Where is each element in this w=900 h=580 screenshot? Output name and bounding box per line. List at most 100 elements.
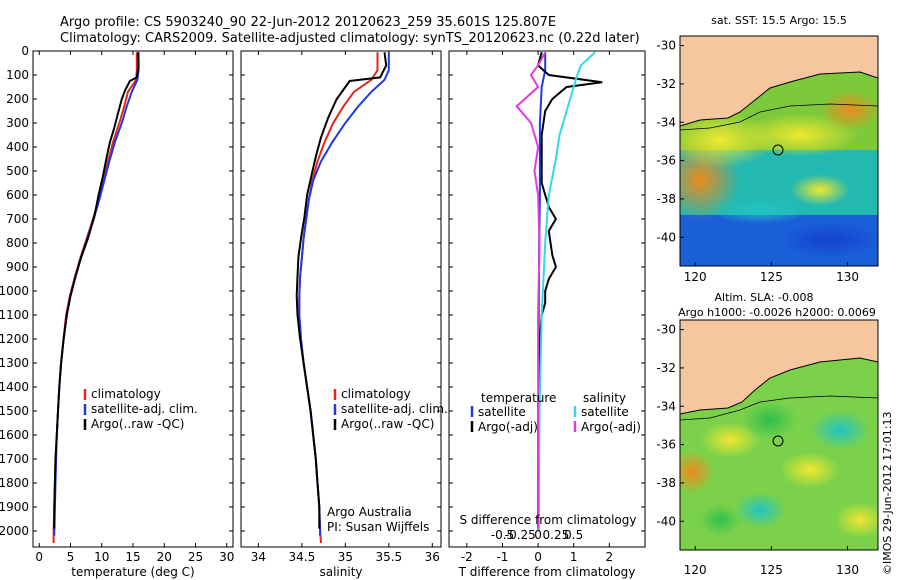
- diff-x-tick-label: 0: [534, 550, 542, 564]
- y-tick-label: 1800: [0, 476, 29, 490]
- y-tick-label: 1600: [0, 428, 29, 442]
- map-x-tick-label: 130: [836, 563, 859, 577]
- y-tick-label: 2000: [0, 524, 29, 538]
- y-tick-label: 600: [6, 188, 29, 202]
- series-line-t-argo-adj-: [536, 51, 603, 529]
- temp-x-axis-label: temperature (deg C): [71, 565, 194, 579]
- map-x-tick-label: 120: [684, 563, 707, 577]
- diff-x-tick-label: 2: [606, 550, 614, 564]
- temp-x-tick-label: 0: [35, 550, 43, 564]
- diff-x-tick-label: 1: [570, 550, 578, 564]
- series-line-argo-raw-qc-: [295, 52, 388, 529]
- map-x-tick-label: 125: [760, 270, 783, 284]
- map-y-tick-label: -38: [656, 192, 676, 206]
- diff-s-tick-label: -0.5: [491, 528, 514, 542]
- temp-axes-frame: [32, 50, 234, 548]
- map-x-tick-label: 120: [684, 270, 707, 284]
- legend-salinity-heading: salinity: [583, 391, 626, 405]
- sla-map-field: [680, 320, 878, 550]
- legend-label: Argo(..raw -QC): [341, 417, 434, 431]
- diff-x-axis-label: T difference from climatology: [458, 565, 636, 579]
- map-y-tick-label: -40: [656, 230, 676, 244]
- map-y-tick-label: -30: [656, 39, 676, 53]
- legend-label: satellite-adj. clim.: [341, 402, 448, 416]
- y-tick-label: 1500: [0, 404, 29, 418]
- y-tick-label: 100: [6, 68, 29, 82]
- figure-title-line2: Climatology: CARS2009. Satellite-adjuste…: [60, 31, 640, 46]
- map-y-tick-label: -36: [656, 438, 676, 452]
- sst-map-title: sat. SST: 15.5 Argo: 15.5: [711, 14, 847, 27]
- y-tick-label: 0: [21, 44, 29, 58]
- series-line-s-argo-adj-: [515, 51, 547, 529]
- diff-s-tick-label: 0.5: [564, 528, 583, 542]
- legend-temperature-heading: temperature: [481, 391, 556, 405]
- imos-timestamp: ©IMOS 29-Jun-2012 17:01:13: [881, 411, 894, 575]
- y-tick-label: 1400: [0, 380, 29, 394]
- map-y-tick-label: -32: [656, 361, 676, 375]
- y-tick-label: 300: [6, 116, 29, 130]
- sla-map-argo-marker: [772, 435, 784, 447]
- temperature-panel: 0100200300400500600700800900100011001200…: [0, 44, 234, 579]
- temp-x-tick-label: 15: [125, 550, 140, 564]
- sal-axes-frame: [240, 50, 442, 548]
- map-y-tick-label: -38: [656, 476, 676, 490]
- diff-s-axis-label: S difference from climatology: [460, 513, 637, 527]
- sst-map-argo-marker: [772, 144, 784, 156]
- y-tick-label: 1900: [0, 500, 29, 514]
- diff-s-tick-label: 0.25: [543, 528, 570, 542]
- sal-x-tick-label: 34: [251, 550, 266, 564]
- sst-map-field: [680, 36, 878, 266]
- annotation-pi: PI: Susan Wijffels: [327, 520, 429, 534]
- temp-x-tick-label: 5: [67, 550, 75, 564]
- map-y-tick-label: -34: [656, 399, 676, 413]
- sla-map-title-line2: Argo h1000: -0.0026 h2000: 0.0069: [678, 306, 876, 319]
- y-tick-label: 200: [6, 92, 29, 106]
- series-line-satellite-adj-clim-: [53, 52, 140, 536]
- sst-map-yticks: -30 -32 -34 -36 -38 -40 120 125 130: [656, 39, 859, 284]
- y-tick-label: 400: [6, 140, 29, 154]
- map-x-tick-label: 130: [836, 270, 859, 284]
- sal-x-tick-label: 36: [425, 550, 440, 564]
- series-line-satellite-adj-clim-: [298, 52, 390, 536]
- series-line-climatology: [298, 52, 379, 544]
- difference-panel: -2 -1 0 1 2T difference from climatology temp…: [448, 50, 646, 579]
- y-tick-label: 700: [6, 212, 29, 226]
- legend-label: satellite-adj. clim.: [91, 402, 198, 416]
- y-tick-label: 500: [6, 164, 29, 178]
- salinity-panel: 34 34.5 35 35.5 36 salinity climatologysatelli…: [240, 50, 448, 579]
- legend-label: Argo(..raw -QC): [91, 417, 184, 431]
- map-y-tick-label: -36: [656, 154, 676, 168]
- sal-x-tick-label: 35.5: [375, 550, 402, 564]
- sla-map-yticks: -30 -32 -34 -36 -38 -40 120 125 130: [656, 323, 859, 577]
- map-y-tick-label: -40: [656, 514, 676, 528]
- diff-s-tick-label: -0.25: [505, 528, 536, 542]
- figure-title-line1: Argo profile: CS 5903240_90 22-Jun-2012 …: [60, 15, 556, 30]
- sla-map-title-line1: Altim. SLA: -0.008: [714, 291, 813, 304]
- map-y-tick-label: -30: [656, 323, 676, 337]
- series-line-argo-raw-qc-: [53, 52, 140, 529]
- sal-x-tick-label: 35: [338, 550, 353, 564]
- sst-map: sat. SST: 15.5 Argo: 15.5 -30-32-34-36-3…: [656, 14, 879, 284]
- diff-s-tick-label: 0: [534, 528, 542, 542]
- legend-label: satellite: [581, 405, 629, 419]
- legend-label: Argo(-adj): [478, 420, 538, 434]
- temp-x-tick-label: 30: [219, 550, 234, 564]
- sla-map: Altim. SLA: -0.008 Argo h1000: -0.0026 h…: [656, 291, 879, 577]
- series-line-climatology: [52, 52, 138, 543]
- sal-x-axis-label: salinity: [319, 565, 362, 579]
- y-tick-label: 1300: [0, 356, 29, 370]
- map-x-tick-label: 125: [760, 563, 783, 577]
- temp-x-tick-label: 25: [188, 550, 203, 564]
- map-y-tick-label: -34: [656, 115, 676, 129]
- y-tick-label: 1000: [0, 284, 29, 298]
- map-y-tick-label: -32: [656, 77, 676, 91]
- legend-label: Argo(-adj): [581, 420, 641, 434]
- y-tick-label: 1700: [0, 452, 29, 466]
- diff-x-tick-label: -1: [496, 550, 508, 564]
- diff-axes-frame: [448, 50, 646, 548]
- annotation-argo-australia: Argo Australia: [327, 505, 412, 519]
- sal-x-tick-label: 34.5: [289, 550, 316, 564]
- legend-label: climatology: [91, 387, 161, 401]
- legend-label: climatology: [341, 387, 411, 401]
